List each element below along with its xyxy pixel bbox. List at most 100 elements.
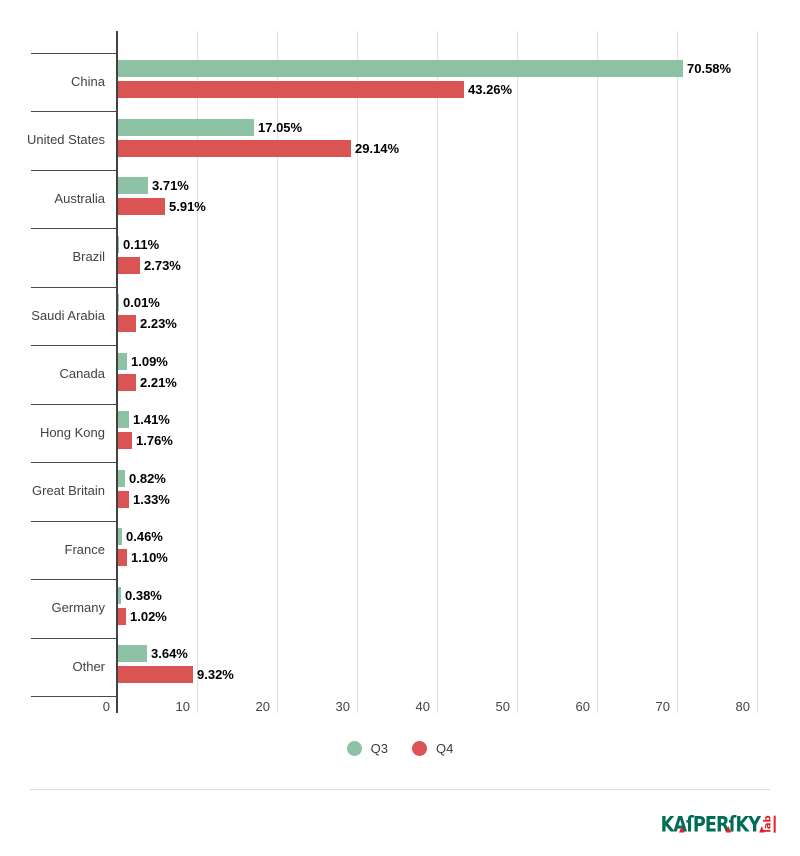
gridline-70 [677,31,678,713]
q4-value-label: 2.21% [140,375,177,390]
q4-series-dot-icon [412,740,427,756]
q3-value-label: 1.09% [131,354,168,369]
x-tick-label-40: 40 [415,699,430,714]
q4-bar-saudi-arabia [118,315,136,332]
category-separator [31,579,117,580]
category-label-canada: Canada [59,366,105,381]
q4-bar-hong-kong [118,432,133,449]
q3-bar-australia [118,177,148,194]
category-label-great-britain: Great Britain [32,483,105,498]
q3-value-label: 0.82% [129,471,166,486]
x-tick-label-80: 80 [735,699,750,714]
category-separator [31,462,117,463]
q4-bar-germany [118,608,127,625]
kaspersky-lab-suffix: lab [762,815,776,833]
category-separator [31,404,117,405]
category-label-united-states: United States [26,132,105,147]
category-label-australia: Australia [54,191,105,206]
q4-value-label: 5.91% [169,199,206,214]
x-tick-label-20: 20 [255,699,270,714]
category-separator [31,228,117,229]
footer-divider [30,789,770,790]
category-separator [31,521,117,522]
q4-value-label: 2.23% [140,316,177,331]
category-separator [31,53,117,54]
category-label-brazil: Brazil [72,249,105,264]
category-separator [31,287,117,288]
q4-bar-brazil [118,257,140,274]
q3-bar-canada [118,353,127,370]
q4-bar-australia [118,198,166,215]
gridline-20 [277,31,278,713]
q3-value-label: 0.01% [123,295,160,310]
q3-bar-brazil [118,236,119,253]
q3-value-label: 0.38% [125,588,162,603]
category-label-hong-kong: Hong Kong [39,425,105,440]
category-label-germany: Germany [51,600,105,615]
category-separator [31,638,117,639]
gridline-80 [757,31,758,713]
q3-bar-other [118,645,148,662]
x-tick-label-50: 50 [495,699,510,714]
q4-bar-other [118,666,193,683]
q3-bar-saudi-arabia [118,294,119,311]
q4-value-label: 1.10% [131,550,168,565]
category-label-other: Other [72,659,105,674]
q3-bar-hong-kong [118,411,130,428]
q3-bar-great-britain [118,470,125,487]
category-separator [31,345,117,346]
q4-value-label: 1.02% [130,609,167,624]
x-tick-label-70: 70 [655,699,670,714]
logo-triangle-icon: ▲ [678,824,685,834]
q4-bar-france [118,549,127,566]
gridline-10 [197,31,198,713]
q3-value-label: 17.05% [258,120,303,135]
grouped-bar-chart: China 70.58% 43.26% United States 17.05% 29.1… [0,31,800,758]
legend-item-q3: Q3 [346,740,388,756]
y-axis-line [116,31,118,713]
q3-bar-united-states [118,119,255,136]
category-label-china: China [71,74,105,89]
q4-bar-united-states [118,140,352,157]
gridline-50 [517,31,518,713]
category-label-saudi-arabia: Saudi Arabia [31,308,105,323]
gridline-60 [597,31,598,713]
q4-value-label: 9.32% [197,667,234,682]
q3-series-dot-icon [346,740,362,756]
q3-bar-france [118,528,122,545]
kaspersky-logo: KAſPERſKY ▲ ▲ ▲ lab [647,810,778,838]
x-tick-label-30: 30 [335,699,350,714]
q3-bar-germany [118,587,122,604]
q4-value-label: 29.14% [355,141,400,156]
category-separator [31,170,117,171]
category-separator [31,696,117,697]
q4-value-label: 1.33% [133,492,170,507]
category-separator [31,111,117,112]
q4-bar-china [118,81,465,98]
legend-item-q4: Q4 [412,740,454,756]
x-tick-label-10: 10 [175,699,190,714]
q3-bar-china [118,60,683,77]
category-label-france: France [64,542,105,557]
q4-value-label: 2.73% [144,258,181,273]
q3-value-label: 0.11% [123,237,160,252]
gridline-40 [437,31,438,713]
q4-value-label: 1.76% [136,433,173,448]
x-tick-label-0: 0 [102,699,110,714]
q4-value-label: 43.26% [468,82,513,97]
legend-label-q4: Q4 [436,740,454,756]
x-tick-label-60: 60 [575,699,590,714]
q3-value-label: 70.58% [687,61,732,76]
q3-value-label: 3.64% [151,646,188,661]
gridline-30 [357,31,358,713]
kaspersky-wordmark-text: KAſPERſKY [660,811,760,837]
logo-triangle-icon: ▲ [758,824,765,834]
q3-value-label: 3.71% [152,178,189,193]
q3-value-label: 0.46% [126,529,163,544]
kaspersky-wordmark: KAſPERſKY ▲ ▲ ▲ [660,811,764,837]
chart-legend: Q3 Q4 [0,738,800,758]
q3-value-label: 1.41% [133,412,170,427]
q4-bar-canada [118,374,136,391]
q4-bar-great-britain [118,491,129,508]
